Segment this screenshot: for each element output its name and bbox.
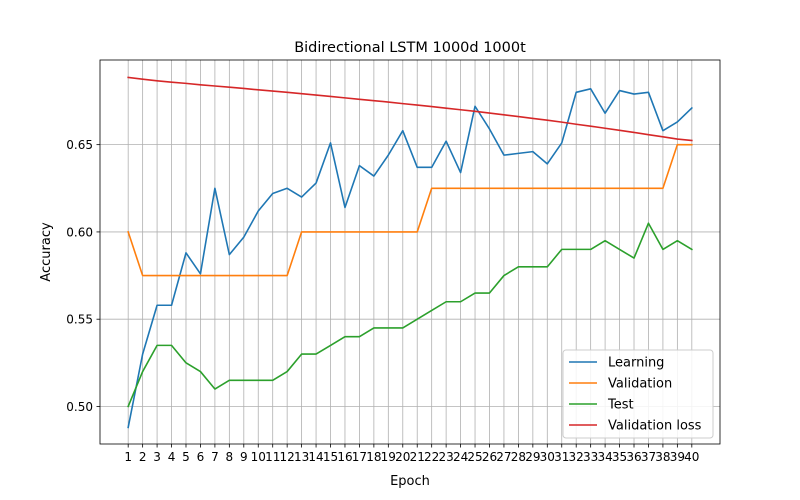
x-tick-label: 26 [482, 450, 497, 464]
x-tick-label: 15 [323, 450, 338, 464]
y-tick-label: 0.65 [66, 138, 93, 152]
legend-label: Test [607, 398, 634, 413]
x-tick-label: 25 [467, 450, 482, 464]
x-tick-label: 35 [612, 450, 627, 464]
series-line-learning [127, 88, 693, 429]
x-tick-label: 40 [684, 450, 699, 464]
x-tick-label: 19 [381, 450, 396, 464]
y-tick-label: 0.55 [66, 313, 93, 327]
series-line-validation-loss [127, 76, 693, 142]
x-tick-label: 17 [352, 450, 367, 464]
x-tick-label: 38 [655, 450, 670, 464]
x-tick-label: 6 [197, 450, 205, 464]
x-tick-label: 9 [240, 450, 248, 464]
x-tick-label: 31 [554, 450, 569, 464]
x-tick-label: 39 [670, 450, 685, 464]
x-tick-label: 16 [337, 450, 352, 464]
x-tick-label: 21 [410, 450, 425, 464]
legend-label: Validation [608, 377, 672, 392]
x-tick-label: 23 [438, 450, 453, 464]
x-tick-label: 27 [496, 450, 511, 464]
legend-label: Validation loss [608, 419, 702, 434]
x-axis-ticks: 1 2 3 4 5 6 7 8 9 10 11 12 13 14 15 16 17 18 19 20 21 22 23 24 2… [124, 444, 699, 464]
x-tick-label: 28 [511, 450, 526, 464]
x-tick-label: 13 [294, 450, 309, 464]
legend-box [562, 349, 714, 439]
x-tick-label: 34 [597, 450, 612, 464]
series-line-validation [127, 143, 693, 277]
series-lines [127, 76, 693, 429]
x-tick-label: 32 [569, 450, 584, 464]
y-tick-label: 0.60 [66, 225, 93, 239]
x-tick-label: 2 [139, 450, 147, 464]
x-tick-label: 12 [280, 450, 295, 464]
y-axis-ticks: 0.50 0.55 0.60 0.65 [66, 138, 100, 414]
x-tick-label: 1 [124, 450, 132, 464]
x-tick-label: 14 [308, 450, 323, 464]
x-tick-label: 37 [641, 450, 656, 464]
x-tick-label: 20 [395, 450, 410, 464]
x-tick-label: 7 [211, 450, 219, 464]
x-tick-label: 11 [265, 450, 280, 464]
x-tick-label: 8 [226, 450, 234, 464]
y-tick-label: 0.50 [66, 400, 93, 414]
x-axis-label: Epoch [390, 474, 430, 489]
legend-label: Learning [608, 356, 664, 371]
y-axis-label: Accuracy [39, 222, 54, 282]
series-line-test [127, 222, 693, 408]
x-tick-label: 33 [583, 450, 598, 464]
x-tick-label: 5 [182, 450, 190, 464]
x-tick-label: 18 [366, 450, 381, 464]
chart-title: Bidirectional LSTM 1000d 1000t [294, 40, 526, 56]
legend: Learning Validation Test Validation loss [562, 349, 714, 439]
x-tick-label: 22 [424, 450, 439, 464]
x-tick-label: 29 [525, 450, 540, 464]
x-tick-label: 24 [453, 450, 468, 464]
x-tick-label: 30 [540, 450, 555, 464]
x-tick-label: 3 [153, 450, 161, 464]
x-tick-label: 4 [168, 450, 176, 464]
x-tick-label: 10 [251, 450, 266, 464]
x-tick-label: 36 [626, 450, 641, 464]
plot-frame [99, 59, 721, 445]
